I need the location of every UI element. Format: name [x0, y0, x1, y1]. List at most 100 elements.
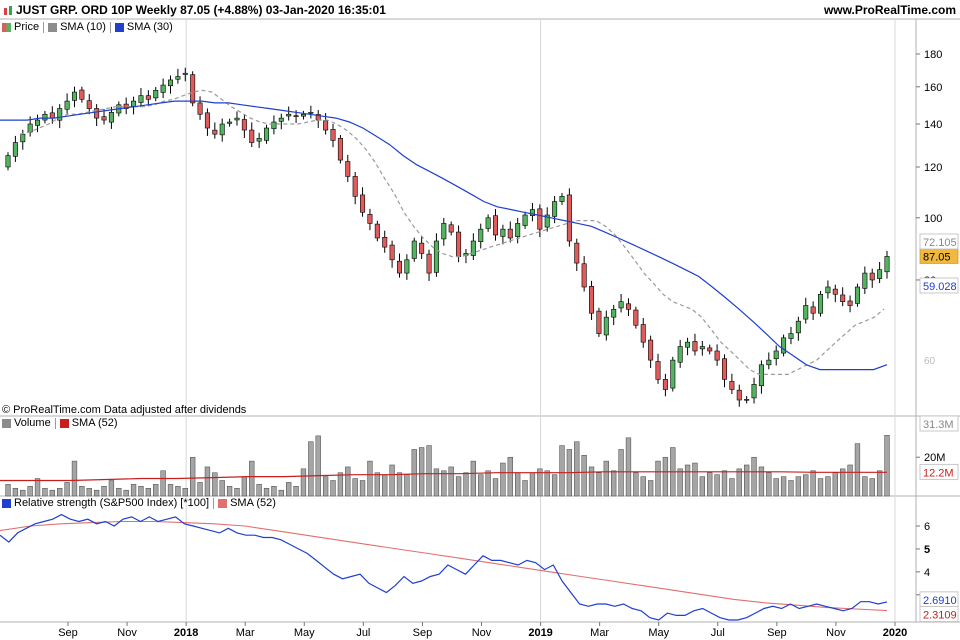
candle-up [227, 121, 233, 124]
candle-up [42, 113, 48, 121]
candle-up [441, 223, 447, 240]
volume-bar [389, 464, 395, 497]
candle-up [766, 359, 772, 366]
last-price-badge-text: 87.05 [923, 251, 951, 263]
volume-bar [212, 472, 218, 497]
legend-item-volume[interactable]: Volume [2, 417, 51, 429]
volume-bar [840, 468, 846, 497]
volume-bar [507, 456, 513, 497]
candle-up [160, 84, 166, 93]
candle-down [596, 310, 602, 334]
candle-up [138, 95, 144, 103]
candle-up [71, 91, 77, 101]
candle-down [707, 347, 713, 352]
volume-bar [300, 468, 307, 497]
candle-up [234, 117, 240, 121]
volume-bar [271, 486, 277, 497]
legend-item-rs[interactable]: Relative strength (S&P500 Index) [*100] [2, 497, 209, 509]
candle-up [5, 155, 11, 168]
copyright-note: © ProRealTime.com Data adjusted after di… [2, 404, 247, 416]
candle-up [219, 123, 225, 136]
candle-down [869, 272, 875, 281]
candle-up [862, 272, 868, 289]
legend-label-price: Price [14, 21, 40, 33]
sma10-value-badge-box [919, 233, 959, 250]
volume-bar [692, 462, 698, 497]
volume-bar [544, 470, 550, 497]
candle-down [648, 339, 654, 361]
volume-bar [404, 474, 410, 497]
candle-down [729, 381, 735, 390]
volume-bar [714, 474, 720, 497]
rs-line [0, 513, 888, 621]
candle-up [803, 305, 809, 320]
grid-lines [185, 19, 896, 622]
x-tick-label: 2019 [528, 627, 552, 639]
volume-bar [640, 476, 646, 497]
candle-down [396, 260, 402, 274]
legend-item-volume-sma52[interactable]: SMA (52) [59, 417, 118, 429]
volume-bar [153, 484, 159, 497]
candle-up [411, 240, 417, 259]
legend-label-sma30: SMA (30) [126, 21, 173, 33]
candle-up [795, 320, 801, 334]
brand-url-link[interactable]: www.ProRealTime.com [823, 3, 956, 17]
candle-up [478, 228, 484, 243]
volume-bar [345, 466, 351, 497]
volume-bar [470, 460, 477, 497]
sma10-value-badge-text: 72.105 [923, 237, 957, 249]
volume-bar [559, 445, 565, 497]
legend-item-rs-sma52[interactable]: SMA (52) [218, 497, 276, 509]
candle-up [877, 269, 883, 279]
volume-bar [625, 437, 632, 497]
legend-item-sma30[interactable]: SMA (30) [114, 21, 173, 33]
legend-item-sma10[interactable]: SMA (10) [48, 21, 106, 33]
candle-up [515, 223, 521, 237]
volume-bar [64, 482, 70, 497]
candle-up [781, 337, 787, 354]
candle-up [64, 100, 70, 110]
volume-bar [249, 460, 255, 497]
x-tick-label: Nov [472, 627, 492, 639]
legend-label-rs: Relative strength (S&P500 Index) [*100] [14, 497, 210, 509]
candle-down [360, 194, 366, 213]
rs-tick-label: 5 [924, 544, 930, 556]
candle-down [374, 223, 380, 239]
volume-bar [359, 480, 366, 497]
volume-bar [108, 480, 115, 497]
volume-bar [93, 489, 100, 497]
volume-bar [478, 474, 484, 497]
candle-up [485, 217, 491, 229]
x-tick-label: May [294, 627, 315, 639]
volume-bar [286, 482, 292, 497]
volume-sma52-badge: 12.2M [919, 463, 959, 480]
rs-panel-plot [0, 513, 888, 621]
volume-bar [603, 460, 609, 497]
volume-bar [49, 489, 55, 497]
candle-up [685, 341, 691, 348]
candle-up [618, 301, 624, 309]
volume-bar [79, 486, 85, 497]
volume-bar [130, 484, 137, 497]
candle-down [145, 95, 151, 100]
legend-label-volume: Volume [14, 417, 51, 429]
candle-up [559, 196, 565, 202]
candle-up [670, 359, 676, 389]
candle-down [293, 115, 299, 117]
x-tick-label: Nov [826, 627, 846, 639]
volume-max-badge-text: 31.3M [923, 419, 954, 431]
candle-down [190, 74, 196, 104]
volume-bar [751, 456, 757, 497]
volume-bar [884, 435, 890, 497]
candle-down [456, 231, 462, 257]
volume-bar [219, 480, 225, 497]
legend-item-price[interactable]: Price [2, 21, 39, 33]
candle-down [662, 379, 668, 390]
candle-up [182, 72, 188, 75]
volume-bar [537, 468, 543, 497]
candle-down [714, 350, 720, 361]
volume-bar [426, 445, 432, 497]
candle-down [537, 208, 543, 230]
axis-labels: 180160140120100806087.0572.10559.02820M3… [58, 49, 959, 639]
volume-bar [57, 487, 63, 497]
